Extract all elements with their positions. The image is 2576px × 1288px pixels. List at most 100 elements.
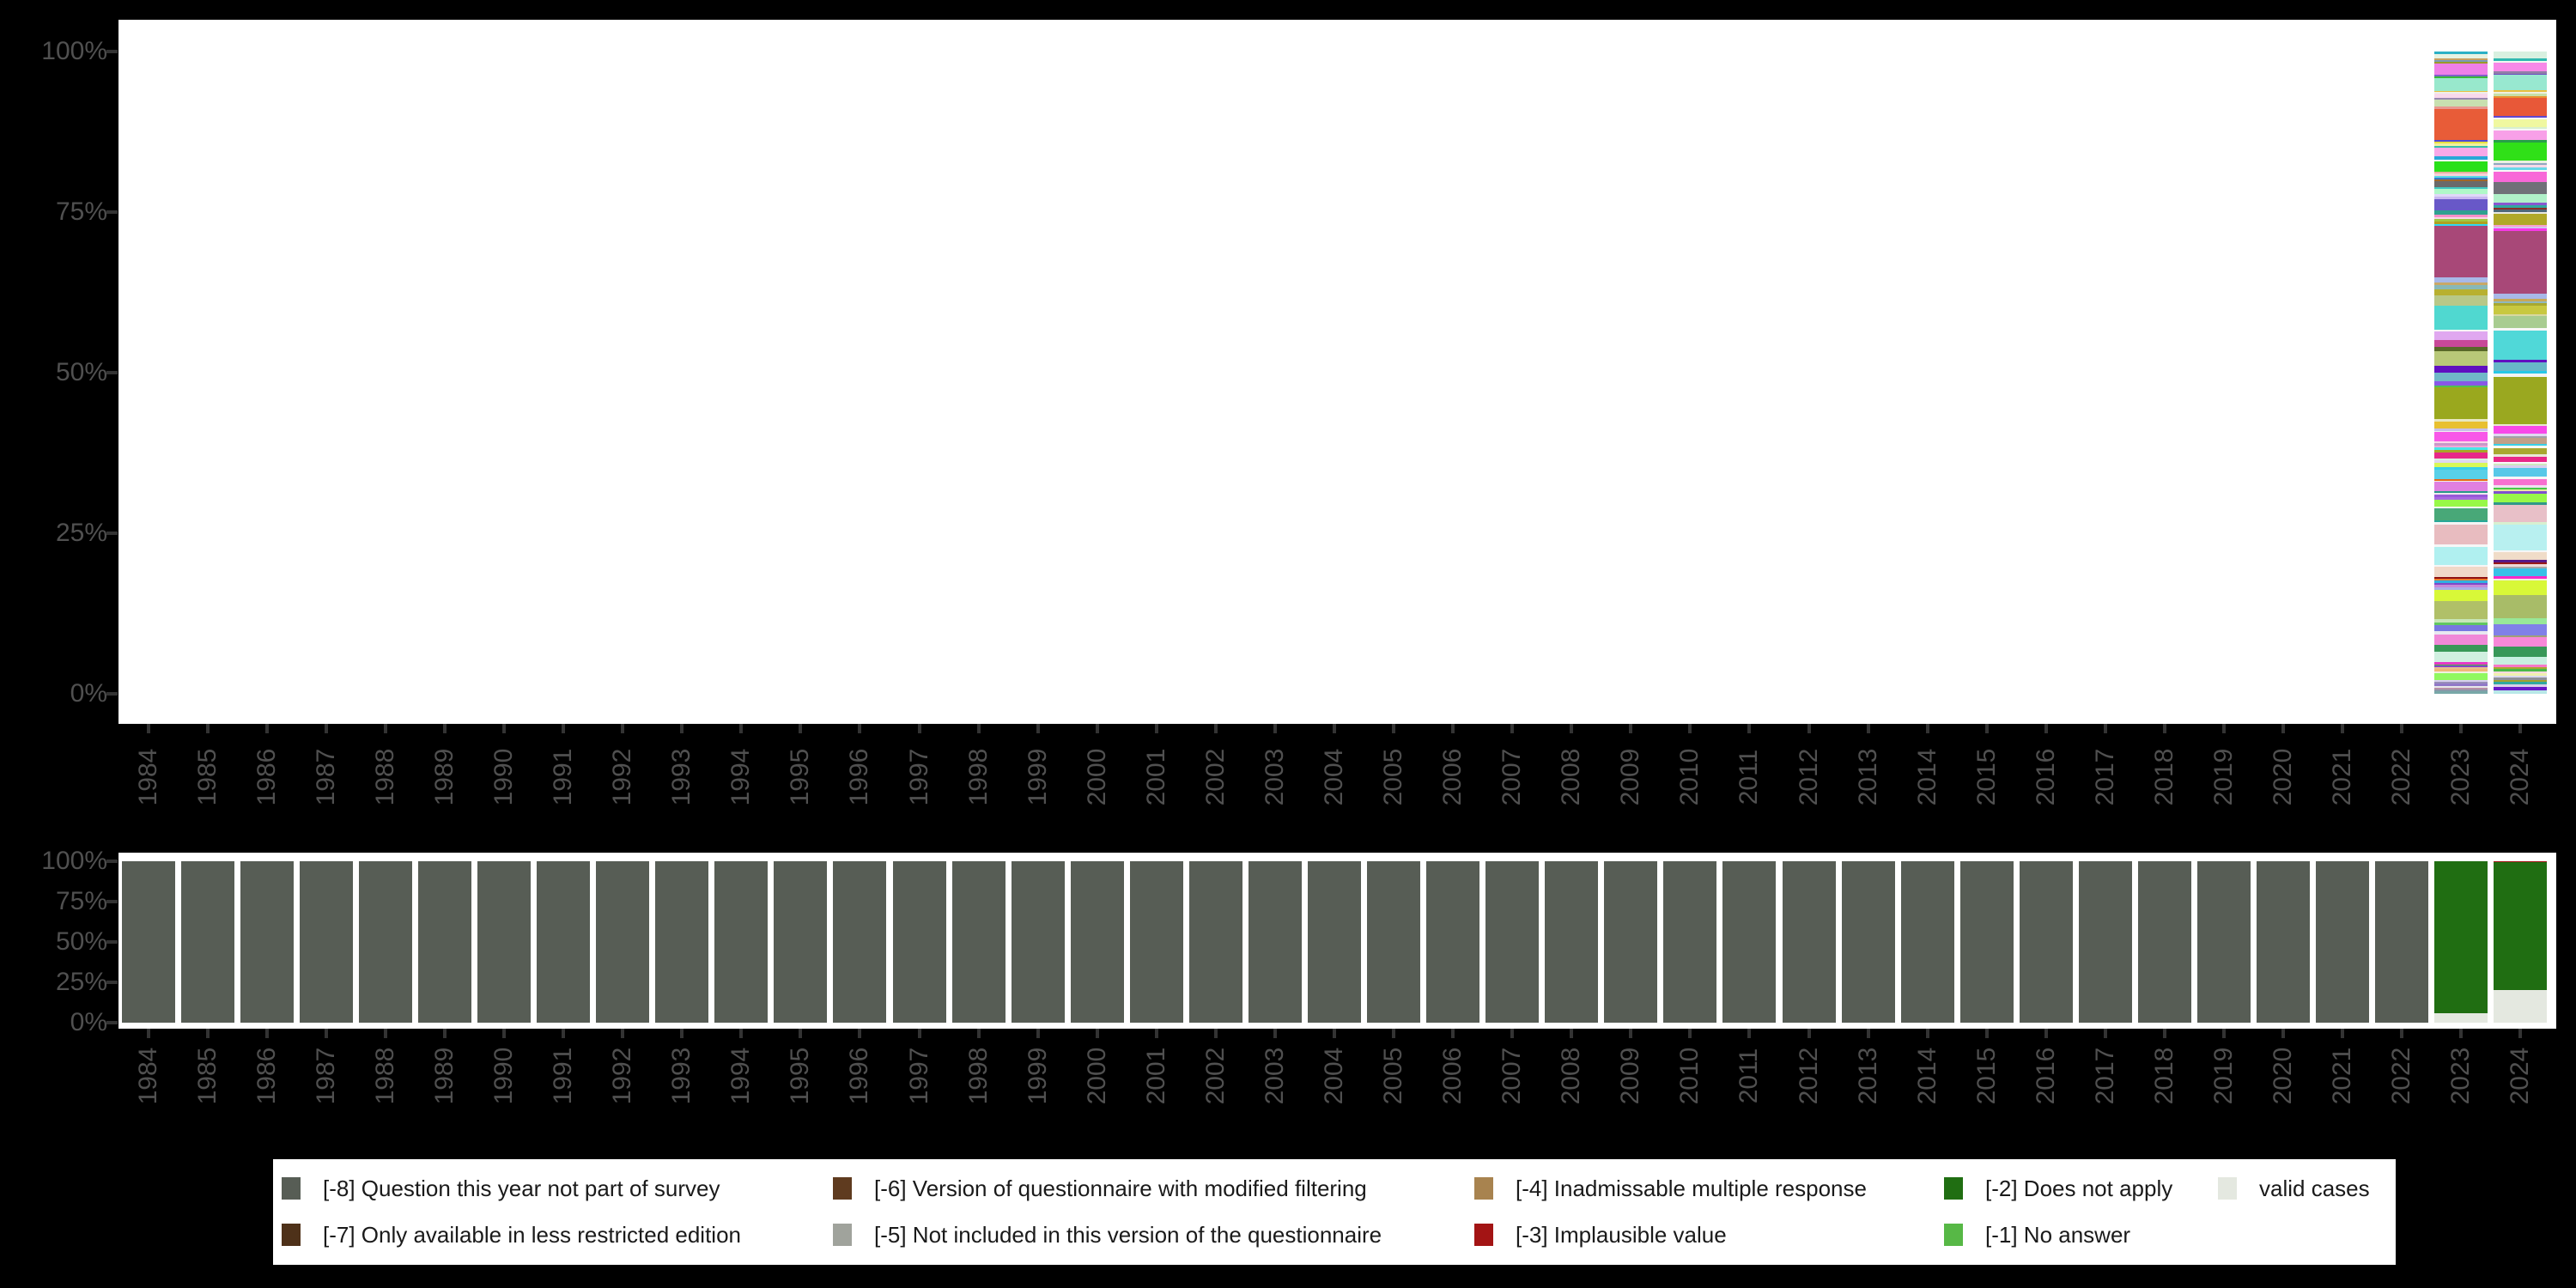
- bar-segment: [2434, 284, 2488, 289]
- x-axis-year-label: 2008: [1557, 1047, 1586, 1105]
- bar-segment: [2494, 359, 2548, 362]
- bar-segment: [2434, 92, 2488, 94]
- stacked-bar-2006: [1426, 860, 1480, 1023]
- bar-segment: [2434, 161, 2488, 172]
- legend-key-label: [-3] Implausible value: [1516, 1222, 1727, 1248]
- x-axis-tick-mark: [976, 724, 981, 733]
- stacked-bar-2009: [1604, 860, 1658, 1023]
- bar-segment: [2434, 447, 2488, 450]
- bar-segment: [2494, 208, 2548, 210]
- bar-segment: [2434, 148, 2488, 157]
- bar-segment: [2434, 577, 2488, 580]
- x-axis-tick-mark: [2341, 1029, 2345, 1038]
- bar-segment: [2434, 289, 2488, 296]
- legend-key-swatch: [833, 1224, 852, 1246]
- bar-segment: [2494, 550, 2548, 553]
- x-axis-year-label: 2008: [1557, 748, 1586, 806]
- x-axis-year-label: 1989: [429, 1047, 459, 1105]
- bar-segment: [2494, 595, 2548, 618]
- bar-segment: [2494, 560, 2548, 562]
- x-axis-year-label: 1993: [667, 748, 696, 806]
- x-axis-tick-mark: [1213, 724, 1218, 733]
- bar-segment: [2494, 860, 2548, 862]
- stacked-bar-1990: [477, 860, 532, 1023]
- x-axis-tick-mark: [621, 1029, 625, 1038]
- bar-segment: [2434, 180, 2488, 187]
- bar-segment: [2434, 159, 2488, 161]
- y-axis-tick-mark: [106, 50, 118, 53]
- stacked-bar-2004: [1308, 860, 1361, 1023]
- bar-segment: [1841, 860, 1895, 1023]
- y-axis-tick-label: 75%: [55, 197, 107, 226]
- x-axis-tick-mark: [1866, 1029, 1870, 1038]
- bar-segment: [2434, 449, 2488, 453]
- bar-segment: [2494, 316, 2548, 329]
- bar-segment: [2434, 662, 2488, 665]
- y-axis-tick-label: 50%: [55, 927, 107, 956]
- bar-segment: [2494, 676, 2548, 678]
- x-axis-tick-mark: [324, 724, 328, 733]
- bar-segment: [2434, 421, 2488, 428]
- bar-segment: [2434, 497, 2488, 501]
- bar-segment: [2494, 478, 2548, 486]
- x-axis-year-label: 1984: [133, 1047, 162, 1105]
- bar-segment: [2434, 373, 2488, 381]
- bar-segment: [2494, 301, 2548, 304]
- x-axis-tick-mark: [976, 1029, 981, 1038]
- bar-segment: [2434, 216, 2488, 220]
- bar-segment: [121, 860, 175, 1023]
- x-axis-year-label: 2020: [2269, 1047, 2298, 1105]
- x-axis-year-label: 2017: [2090, 748, 2119, 806]
- bar-segment: [2257, 860, 2311, 1023]
- legend-key-swatch: [833, 1177, 852, 1200]
- x-axis-tick-mark: [1213, 1029, 1218, 1038]
- bar-segment: [2434, 522, 2488, 526]
- x-axis-year-label: 2014: [1912, 748, 1941, 806]
- bar-segment: [2494, 465, 2548, 469]
- bar-segment: [2494, 669, 2548, 671]
- x-axis-tick-mark: [2103, 1029, 2107, 1038]
- bar-segment: [2494, 646, 2548, 657]
- bar-segment: [2494, 162, 2548, 166]
- x-axis-year-label: 2022: [2387, 1047, 2416, 1105]
- stacked-bar-2003: [1248, 860, 1302, 1023]
- legend-key-swatch: [1474, 1177, 1493, 1200]
- x-axis-tick-mark: [2222, 724, 2227, 733]
- bar-segment: [2494, 522, 2548, 525]
- bar-segment: [2434, 432, 2488, 441]
- bar-segment: [2434, 669, 2488, 671]
- stacked-bar-2002: [1188, 860, 1242, 1023]
- x-axis-tick-mark: [799, 724, 803, 733]
- stacked-bar-2012: [1782, 860, 1836, 1023]
- bar-segment: [2434, 440, 2488, 444]
- x-axis-tick-mark: [1747, 1029, 1752, 1038]
- x-axis-year-label: 2005: [1379, 748, 1408, 806]
- bar-segment: [2494, 687, 2548, 690]
- bar-segment: [2434, 210, 2488, 215]
- x-axis-tick-mark: [502, 1029, 507, 1038]
- x-axis-tick-mark: [562, 724, 566, 733]
- bar-segment: [2434, 507, 2488, 509]
- bar-segment: [2434, 94, 2488, 98]
- x-axis-tick-mark: [1984, 724, 1989, 733]
- bar-segment: [2434, 97, 2488, 100]
- x-axis-year-label: 2006: [1438, 1047, 1467, 1105]
- bar-segment: [1129, 860, 1183, 1023]
- x-axis-tick-mark: [205, 1029, 210, 1038]
- x-axis-tick-mark: [2400, 724, 2404, 733]
- x-axis-year-label: 1986: [252, 748, 281, 806]
- stacked-bar-2020: [2257, 860, 2311, 1023]
- bar-segment: [2494, 62, 2548, 72]
- stacked-bar-2018: [2137, 860, 2191, 1023]
- x-axis-tick-mark: [1036, 724, 1040, 733]
- stacked-bar-1998: [951, 860, 1005, 1023]
- x-axis-tick-mark: [562, 1029, 566, 1038]
- x-axis-tick-mark: [1451, 724, 1455, 733]
- x-axis-tick-mark: [680, 1029, 684, 1038]
- x-axis-year-label: 1993: [667, 1047, 696, 1105]
- bar-segment: [951, 860, 1005, 1023]
- bar-segment: [2494, 160, 2548, 163]
- bar-segment: [1426, 860, 1480, 1023]
- bar-segment: [2434, 52, 2488, 54]
- bar-segment: [2434, 466, 2488, 470]
